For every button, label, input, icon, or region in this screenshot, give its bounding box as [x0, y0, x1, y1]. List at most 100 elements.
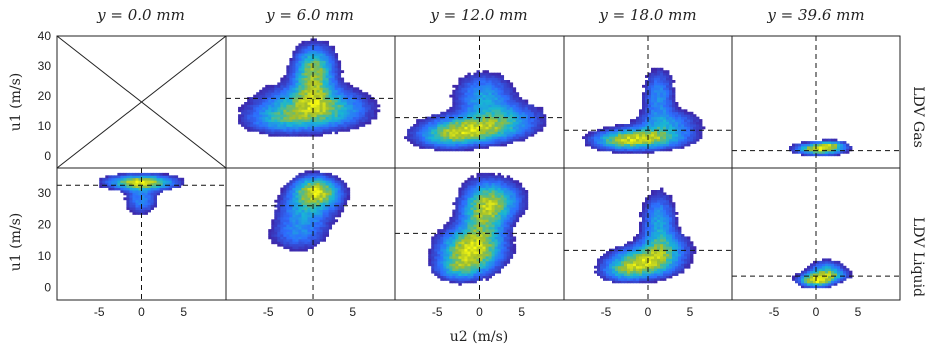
heatmap-cell [509, 207, 514, 210]
heatmap-cell [250, 124, 254, 127]
heatmap-cell [497, 104, 502, 108]
heatmap-cell [147, 194, 151, 198]
heatmap-cell [367, 102, 372, 105]
heatmap-cells [268, 170, 351, 252]
heatmap-cell [600, 146, 604, 149]
heatmap-cell [301, 216, 305, 220]
heatmap-cell [497, 109, 502, 113]
heatmap-cell [449, 148, 453, 152]
heatmap-cell [476, 199, 480, 203]
heatmap-cell [831, 150, 835, 154]
heatmap-cell [443, 251, 447, 254]
heatmap-cell [313, 65, 317, 69]
heatmap-cell [307, 102, 311, 105]
heatmap-cell [126, 194, 130, 198]
heatmap-cell [612, 278, 616, 281]
heatmap-cell [283, 221, 287, 225]
heatmap-cell [503, 84, 508, 88]
heatmap-cell [476, 221, 480, 225]
heatmap-cell [416, 119, 420, 122]
heatmap-cell [479, 131, 483, 135]
heatmap-cell [473, 270, 477, 274]
heatmap-cell [648, 99, 652, 103]
heatmap-cell [666, 99, 670, 103]
heatmap-cell [304, 202, 308, 206]
heatmap-cell [334, 177, 339, 181]
heatmap-cell [301, 40, 305, 44]
heatmap-cell [340, 180, 345, 184]
heatmap-cell [328, 99, 333, 103]
heatmap-cell [310, 224, 314, 228]
heatmap-cell [265, 104, 269, 108]
heatmap-cell [295, 199, 299, 203]
heatmap-cell [503, 236, 508, 240]
heatmap-cell [340, 94, 345, 98]
heatmap-cell [349, 84, 354, 88]
heatmap-cell [298, 234, 302, 237]
heatmap-cell [672, 146, 676, 149]
heatmap-cell [280, 202, 284, 206]
heatmap-cell [500, 253, 505, 257]
heatmap-cell [488, 133, 492, 137]
heatmap-cell [491, 119, 495, 122]
heatmap-cell [413, 131, 417, 135]
heatmap-cell [684, 121, 688, 125]
heatmap-cell [669, 75, 673, 78]
heatmap-cell [470, 268, 474, 272]
heatmap-cell [322, 67, 326, 71]
heatmap-cell [497, 121, 502, 125]
heatmap-cell [654, 119, 658, 122]
heatmap-cell [132, 212, 136, 215]
heatmap-cell [310, 234, 314, 237]
heatmap-cell [527, 121, 532, 125]
panel-liquid-y00 [56, 167, 227, 301]
heatmap-cell [265, 92, 269, 96]
heatmap-cell [840, 148, 844, 152]
heatmap-cell [428, 256, 432, 259]
heatmap-cell [446, 224, 450, 228]
heatmap-cell [651, 146, 655, 149]
heatmap-cell [494, 133, 499, 137]
heatmap-cell [645, 114, 649, 118]
heatmap-cell [358, 89, 363, 93]
heatmap-cell [476, 111, 480, 115]
heatmap-cell [422, 124, 426, 127]
heatmap-cell [307, 214, 311, 218]
heatmap-cell [452, 226, 456, 230]
heatmap-cell [600, 136, 604, 140]
heatmap-cell [271, 226, 275, 230]
heatmap-cell [467, 121, 471, 125]
heatmap-cell [470, 270, 474, 274]
heatmap-cell [506, 216, 511, 220]
heatmap-cell [657, 87, 661, 91]
heatmap-cell [307, 197, 311, 201]
heatmap-cell [666, 92, 670, 96]
heatmap-cell [416, 138, 420, 142]
heatmap-cell [446, 246, 450, 250]
heatmap-cell [470, 190, 474, 193]
heatmap-cell [301, 104, 305, 108]
heatmap-cell [277, 197, 281, 201]
heatmap-cell [482, 270, 486, 274]
heatmap-cell [316, 102, 320, 105]
heatmap-cell [325, 172, 330, 176]
heatmap-cell [500, 221, 505, 225]
heatmap-cell [241, 119, 245, 122]
heatmap-cell [286, 192, 290, 196]
heatmap-cell [129, 172, 133, 176]
heatmap-cell [603, 270, 607, 274]
heatmap-cell [259, 109, 263, 113]
heatmap-cell [482, 238, 486, 242]
heatmap-cell [440, 253, 444, 257]
heatmap-cell [618, 126, 622, 130]
heatmap-cell [485, 270, 489, 274]
heatmap-cell [597, 133, 601, 137]
heatmap-cell [331, 72, 336, 76]
heatmap-cell [340, 82, 345, 86]
heatmap-cell [666, 111, 670, 115]
heatmap-cell [452, 234, 456, 237]
heatmap-cell [642, 143, 646, 147]
heatmap-cell [488, 177, 492, 181]
heatmap-cell [458, 238, 462, 242]
heatmap-cell [488, 221, 492, 225]
